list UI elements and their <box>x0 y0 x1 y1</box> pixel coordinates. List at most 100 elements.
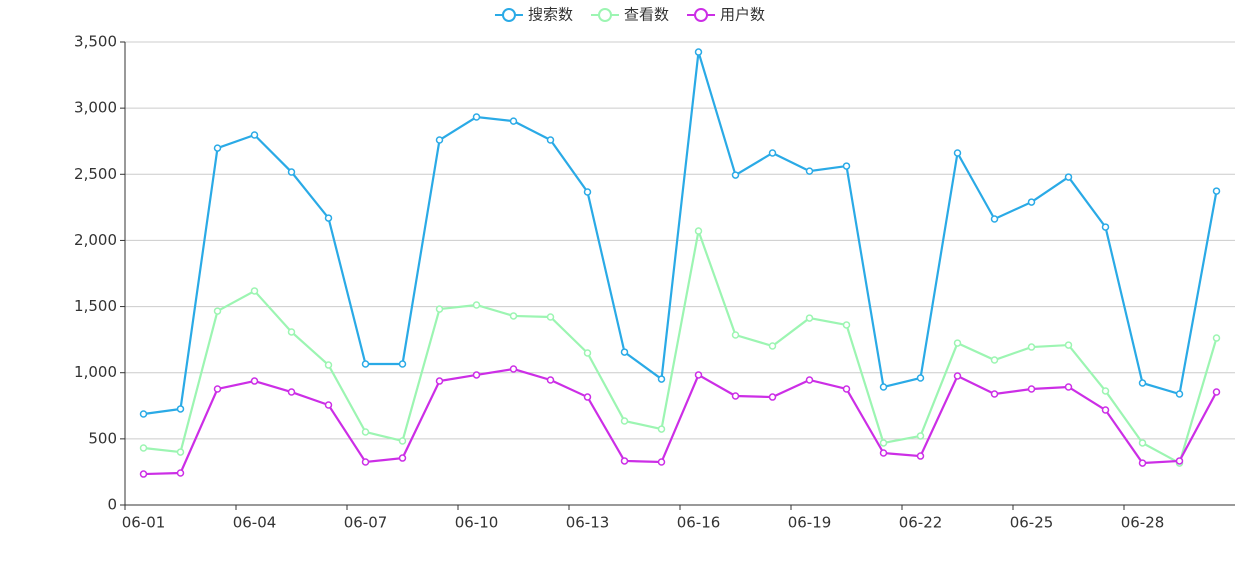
legend-item[interactable]: 搜索数 <box>494 6 573 24</box>
point <box>139 410 148 418</box>
y-tick-label: 3,000 <box>74 99 117 117</box>
point <box>1138 459 1147 467</box>
point <box>287 328 296 336</box>
point <box>916 432 925 440</box>
point <box>213 385 222 393</box>
point <box>546 136 555 144</box>
y-tick-label: 0 <box>107 496 117 514</box>
point <box>805 167 814 175</box>
point <box>768 149 777 157</box>
legend-label: 查看数 <box>624 6 669 24</box>
point <box>324 361 333 369</box>
point <box>620 457 629 465</box>
point <box>879 383 888 391</box>
y-tick-label: 2,000 <box>74 231 117 249</box>
point <box>768 342 777 350</box>
point <box>879 449 888 457</box>
point <box>1138 379 1147 387</box>
legend: 搜索数 查看数 用户数 <box>494 6 765 24</box>
legend-item[interactable]: 查看数 <box>590 6 669 24</box>
point <box>250 131 259 139</box>
point <box>694 371 703 379</box>
point <box>1138 439 1147 447</box>
x-tick-label: 06-19 <box>788 514 832 532</box>
point <box>435 377 444 385</box>
point <box>509 365 518 373</box>
point <box>1175 390 1184 398</box>
point <box>731 331 740 339</box>
point <box>916 374 925 382</box>
point <box>694 48 703 56</box>
point <box>1064 173 1073 181</box>
y-tick-label: 500 <box>88 429 117 447</box>
x-tick-label: 06-10 <box>455 514 499 532</box>
point <box>990 356 999 364</box>
point <box>250 287 259 295</box>
point <box>805 376 814 384</box>
x-tick-label: 06-01 <box>122 514 166 532</box>
point <box>1212 187 1221 195</box>
x-tick-label: 06-22 <box>899 514 943 532</box>
point <box>287 168 296 176</box>
x-tick-label: 06-04 <box>233 514 277 532</box>
point <box>213 144 222 152</box>
legend-marker <box>597 8 612 22</box>
point <box>213 307 222 315</box>
point <box>842 385 851 393</box>
point <box>731 392 740 400</box>
point <box>694 227 703 235</box>
point <box>361 458 370 466</box>
point <box>1101 387 1110 395</box>
x-tick-label: 06-25 <box>1010 514 1054 532</box>
series-line <box>143 367 1218 476</box>
y-tick-label: 1,000 <box>74 363 117 381</box>
point <box>805 314 814 322</box>
point <box>657 375 666 383</box>
point <box>1064 383 1073 391</box>
legend-marker <box>501 8 516 22</box>
point <box>1027 343 1036 351</box>
point <box>472 371 481 379</box>
point <box>176 448 185 456</box>
point <box>990 215 999 223</box>
legend-label: 搜索数 <box>528 6 573 24</box>
point <box>176 405 185 413</box>
point <box>990 390 999 398</box>
point <box>398 437 407 445</box>
point <box>1212 334 1221 342</box>
series-line <box>143 51 1218 416</box>
point <box>583 188 592 196</box>
point <box>583 349 592 357</box>
point <box>176 469 185 477</box>
point <box>361 360 370 368</box>
point <box>509 312 518 320</box>
x-tick-label: 06-13 <box>566 514 610 532</box>
y-tick-label: 1,500 <box>74 297 117 315</box>
point <box>250 377 259 385</box>
point <box>879 439 888 447</box>
point <box>1101 406 1110 414</box>
point <box>435 305 444 313</box>
point <box>509 117 518 125</box>
point <box>842 162 851 170</box>
point <box>1064 341 1073 349</box>
point <box>768 393 777 401</box>
point <box>731 171 740 179</box>
point <box>324 214 333 222</box>
point <box>139 470 148 478</box>
y-tick-label: 3,500 <box>74 33 117 51</box>
point <box>583 393 592 401</box>
x-tick-label: 06-28 <box>1121 514 1165 532</box>
point <box>398 360 407 368</box>
point <box>546 313 555 321</box>
legend-item[interactable]: 用户数 <box>687 6 765 24</box>
point <box>657 458 666 466</box>
point <box>1027 198 1036 206</box>
point <box>1027 385 1036 393</box>
point <box>657 425 666 433</box>
point <box>139 444 148 452</box>
y-tick-label: 2,500 <box>74 165 117 183</box>
point <box>620 417 629 425</box>
point <box>398 454 407 462</box>
